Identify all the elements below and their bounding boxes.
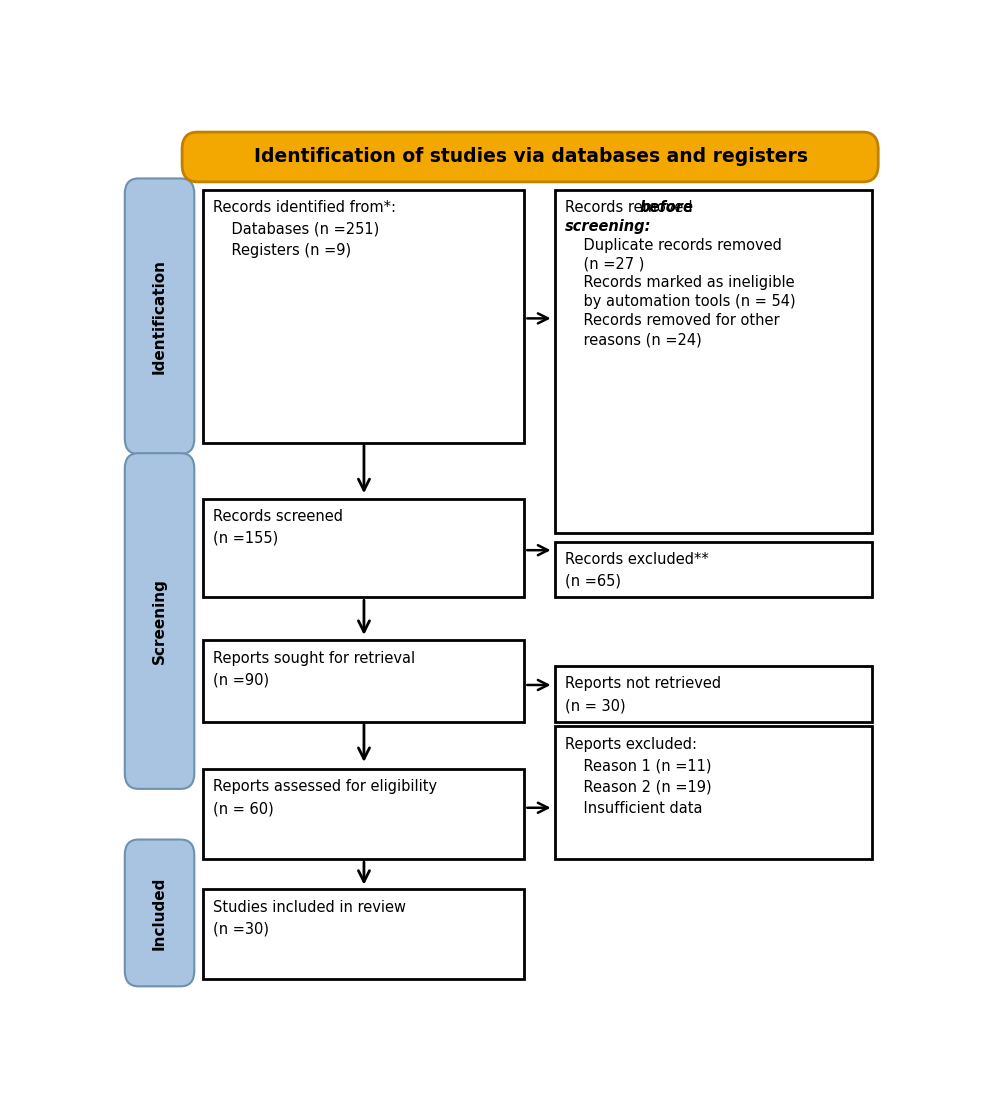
- FancyBboxPatch shape: [555, 666, 872, 721]
- Text: Records marked as ineligible: Records marked as ineligible: [565, 275, 795, 291]
- FancyBboxPatch shape: [182, 132, 879, 182]
- Text: Records excluded**
(n =65): Records excluded** (n =65): [565, 552, 709, 589]
- FancyBboxPatch shape: [125, 178, 194, 454]
- FancyBboxPatch shape: [203, 498, 525, 598]
- Text: (n =27 ): (n =27 ): [565, 256, 644, 272]
- Text: Reports assessed for eligibility
(n = 60): Reports assessed for eligibility (n = 60…: [213, 779, 438, 816]
- FancyBboxPatch shape: [203, 640, 525, 721]
- Text: Reports sought for retrieval
(n =90): Reports sought for retrieval (n =90): [213, 651, 415, 687]
- Text: Duplicate records removed: Duplicate records removed: [565, 237, 782, 253]
- FancyBboxPatch shape: [203, 769, 525, 860]
- FancyBboxPatch shape: [125, 453, 194, 789]
- Text: Included: Included: [152, 876, 167, 950]
- FancyBboxPatch shape: [125, 840, 194, 987]
- FancyBboxPatch shape: [555, 190, 872, 533]
- Text: Reports excluded:
    Reason 1 (n =11)
    Reason 2 (n =19)
    Insufficient dat: Reports excluded: Reason 1 (n =11) Reaso…: [565, 737, 712, 816]
- Text: Studies included in review
(n =30): Studies included in review (n =30): [213, 900, 406, 937]
- Text: by automation tools (n = 54): by automation tools (n = 54): [565, 294, 796, 309]
- Text: Identification of studies via databases and registers: Identification of studies via databases …: [253, 147, 808, 166]
- FancyBboxPatch shape: [555, 542, 872, 598]
- FancyBboxPatch shape: [203, 890, 525, 979]
- FancyBboxPatch shape: [555, 726, 872, 860]
- Text: Screening: Screening: [152, 578, 167, 663]
- FancyBboxPatch shape: [203, 190, 525, 443]
- Text: Records removed: Records removed: [565, 200, 697, 215]
- Text: Records identified from*:
    Databases (n =251)
    Registers (n =9): Records identified from*: Databases (n =…: [213, 200, 396, 258]
- Text: Identification: Identification: [152, 259, 167, 374]
- Text: Reports not retrieved
(n = 30): Reports not retrieved (n = 30): [565, 677, 721, 712]
- Text: Records screened
(n =155): Records screened (n =155): [213, 508, 343, 545]
- Text: reasons (n =24): reasons (n =24): [565, 332, 702, 347]
- Text: before: before: [640, 200, 694, 215]
- Text: screening:: screening:: [565, 219, 652, 234]
- Text: Records removed for other: Records removed for other: [565, 313, 780, 328]
